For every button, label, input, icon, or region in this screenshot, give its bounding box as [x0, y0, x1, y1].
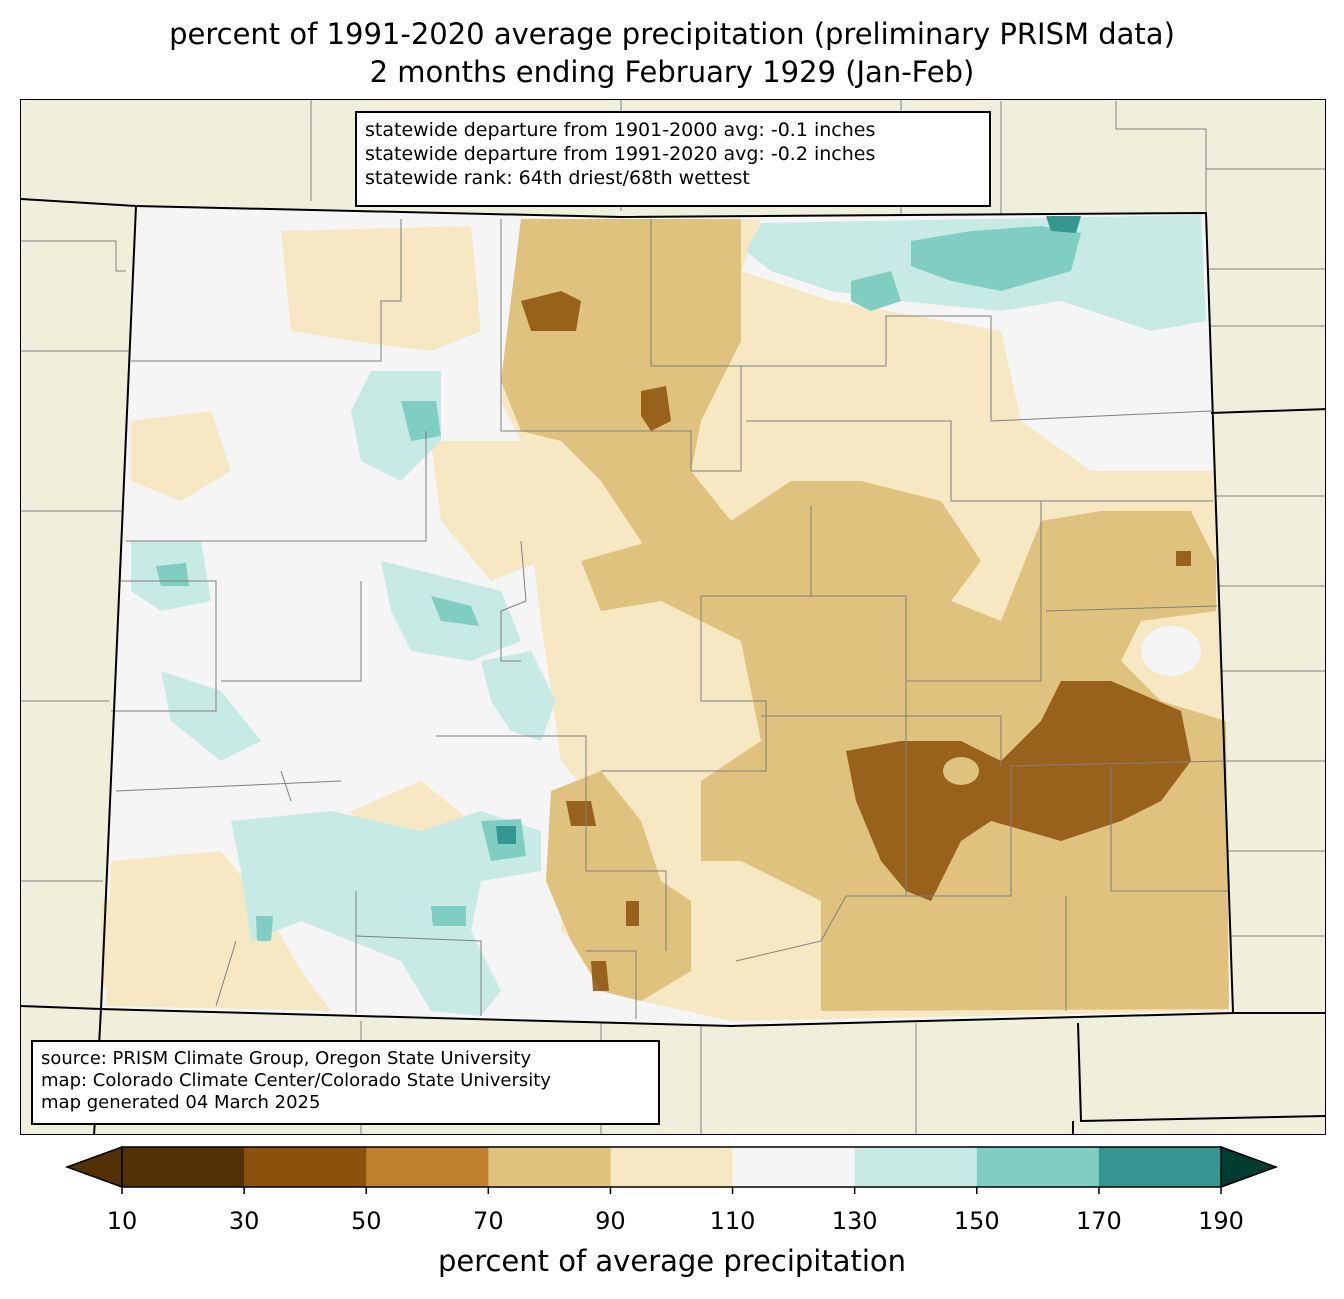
colorbar-under-arrow	[64, 1145, 123, 1189]
colorbar-segment	[732, 1147, 856, 1187]
colorbar-segment	[366, 1147, 489, 1187]
precip-fill	[101, 215, 1229, 1021]
precipitation-map	[20, 99, 1326, 1135]
colorbar-tick-label: 110	[710, 1207, 756, 1235]
stats-line-1: statewide departure from 1901-2000 avg: …	[365, 119, 876, 141]
stats-line-3: statewide rank: 64th driest/68th wettest	[365, 167, 750, 189]
colorbar-segment	[122, 1147, 245, 1187]
colorbar-tick-label: 50	[351, 1207, 382, 1235]
colorbar-segment	[1098, 1147, 1222, 1187]
colorbar-tick-label: 190	[1198, 1207, 1244, 1235]
colorbar-tick-label: 150	[954, 1207, 1000, 1235]
source-line-2: map: Colorado Climate Center/Colorado St…	[41, 1070, 551, 1091]
colorbar-tick-label: 90	[595, 1207, 626, 1235]
colorbar: 10 30 50 70 90 110 130 150 170 190	[64, 1145, 1279, 1235]
colorbar-segment	[854, 1147, 978, 1187]
colorbar-segment	[610, 1147, 734, 1187]
county-lines	[111, 219, 1229, 1019]
colorbar-segment	[976, 1147, 1100, 1187]
map-graphic	[21, 100, 1325, 1134]
colorbar-label: percent of average precipitation	[437, 1244, 907, 1278]
colorbar-tick-label: 30	[229, 1207, 260, 1235]
colorbar-segment	[244, 1147, 367, 1187]
statewide-stats-box: statewide departure from 1901-2000 avg: …	[355, 111, 991, 207]
stats-line-2: statewide departure from 1991-2020 avg: …	[365, 143, 876, 165]
colorbar-tick-label: 130	[832, 1207, 878, 1235]
colorbar-tick-label: 10	[107, 1207, 138, 1235]
colorbar-tick-label: 70	[473, 1207, 504, 1235]
colorbar-tick-label: 170	[1076, 1207, 1122, 1235]
colorbar-segment	[488, 1147, 611, 1187]
source-line-3: map generated 04 March 2025	[41, 1092, 321, 1113]
source-line-1: source: PRISM Climate Group, Oregon Stat…	[41, 1048, 532, 1069]
colorbar-over-arrow	[1220, 1145, 1279, 1189]
colorbar-outline	[121, 1146, 1222, 1188]
map-subtitle: 2 months ending February 1929 (Jan-Feb)	[369, 55, 975, 89]
map-title: percent of 1991-2020 average precipitati…	[169, 17, 1175, 51]
source-box: source: PRISM Climate Group, Oregon Stat…	[31, 1040, 660, 1125]
